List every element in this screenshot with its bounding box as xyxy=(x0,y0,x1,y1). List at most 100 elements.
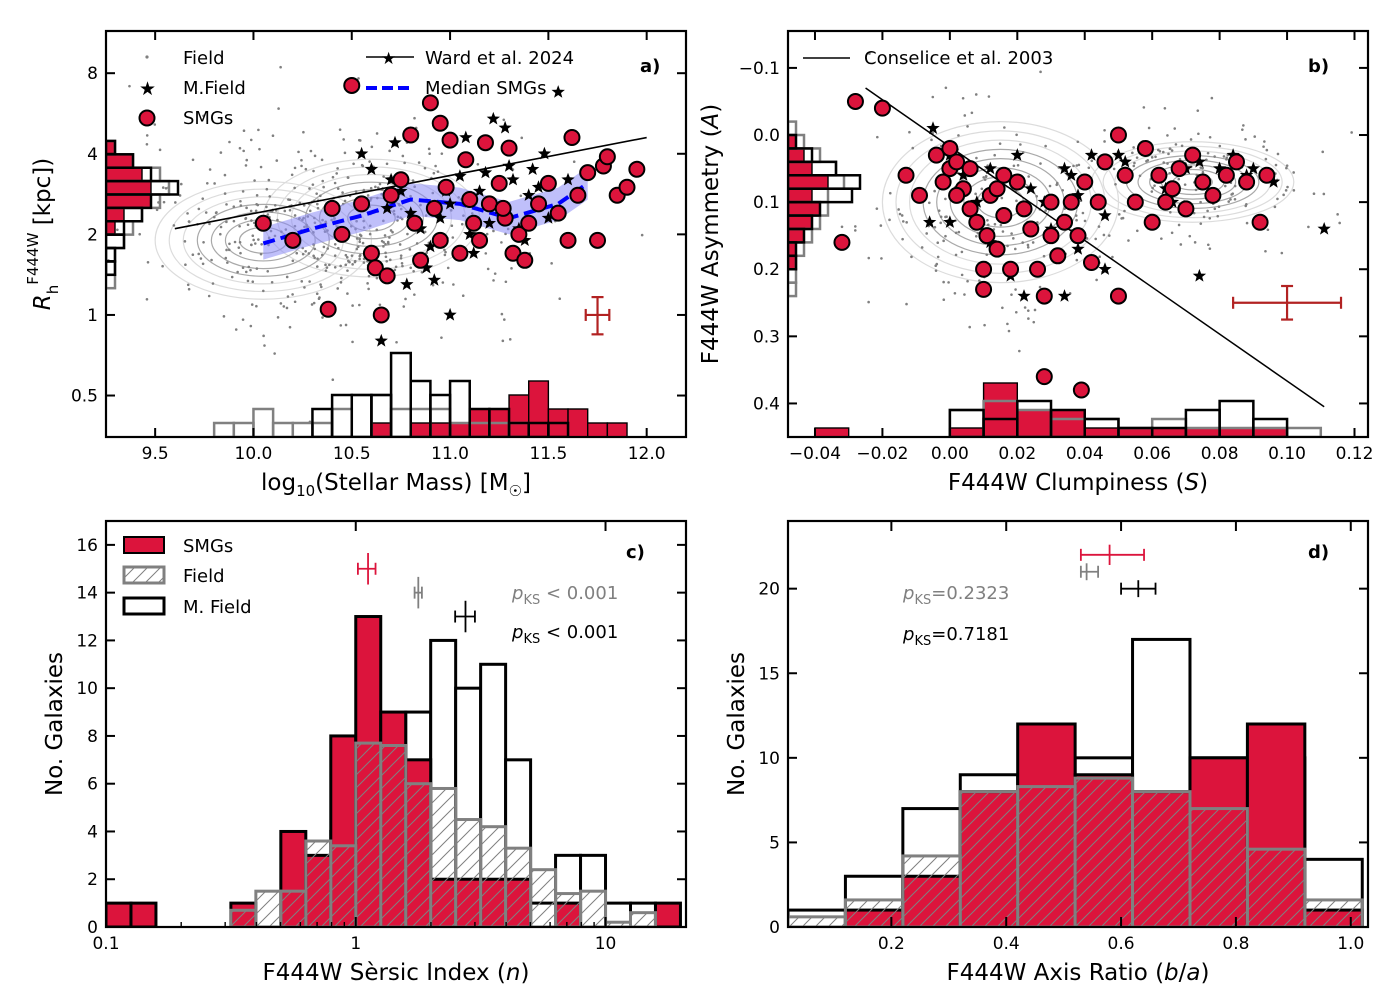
legend-mfield-swatch xyxy=(122,596,166,616)
field-point xyxy=(208,222,211,226)
field-point xyxy=(1166,134,1169,137)
field-point xyxy=(1223,184,1227,188)
mfield-point xyxy=(380,201,394,215)
field-point xyxy=(476,162,480,166)
field-point xyxy=(1216,214,1220,218)
field-point xyxy=(1276,152,1280,156)
field-point xyxy=(854,225,857,228)
field-point xyxy=(211,282,215,285)
field-point xyxy=(290,173,294,177)
field-point xyxy=(313,256,316,260)
field-point xyxy=(999,223,1003,227)
smg-point xyxy=(353,195,371,213)
field-point xyxy=(1075,218,1078,222)
size-hist-smg xyxy=(106,193,152,209)
field-point xyxy=(187,287,191,291)
field-point xyxy=(308,187,311,190)
field-point xyxy=(1199,222,1203,225)
mfield-point xyxy=(423,239,438,253)
field-point xyxy=(253,242,257,245)
field-point xyxy=(279,65,282,69)
mfield-point xyxy=(1071,242,1085,255)
field-point xyxy=(403,161,406,165)
y-tick-label: 0.4 xyxy=(753,394,780,414)
panel-d-histograms xyxy=(788,637,1364,927)
field-point xyxy=(985,253,989,256)
asym-hist-smg xyxy=(788,214,813,230)
panel-d-xlabel: F444W Axis Ratio (b/a) xyxy=(947,960,1210,986)
field-point xyxy=(312,169,315,173)
field-point xyxy=(1276,197,1279,201)
field-point xyxy=(1213,207,1217,211)
field-point xyxy=(413,116,416,120)
field-point xyxy=(1202,215,1206,219)
sersic-bar-field xyxy=(554,892,583,927)
field-point xyxy=(316,202,319,206)
size-hist-field xyxy=(106,246,117,263)
mfield-point xyxy=(1213,161,1227,175)
ward-line xyxy=(174,136,647,230)
field-point xyxy=(358,238,361,241)
field-point xyxy=(128,84,131,88)
field-point xyxy=(361,241,365,245)
y-tick-label: 10 xyxy=(76,679,98,699)
field-point xyxy=(960,250,964,254)
field-point xyxy=(212,215,216,219)
field-point xyxy=(492,229,495,233)
field-point xyxy=(1127,239,1130,242)
field-point xyxy=(1145,159,1148,163)
field-point xyxy=(510,267,513,270)
field-point xyxy=(268,195,272,198)
clump-hist-smg xyxy=(1117,427,1153,437)
field-point xyxy=(145,297,149,301)
field-point xyxy=(1196,109,1200,112)
field-point xyxy=(222,315,226,318)
smg-point xyxy=(366,259,384,277)
field-point xyxy=(957,134,960,137)
mfield-point xyxy=(531,180,546,193)
smg-point xyxy=(995,166,1013,184)
field-point xyxy=(1285,166,1288,170)
field-point xyxy=(384,251,387,255)
sersic-bar-field xyxy=(304,839,333,927)
panel-c-errorbars xyxy=(357,553,476,633)
field-point xyxy=(382,245,385,248)
field-point xyxy=(983,178,987,181)
field-point xyxy=(336,167,339,170)
field-point xyxy=(963,293,966,296)
field-point xyxy=(1102,233,1106,237)
field-point xyxy=(867,256,871,260)
smg-point xyxy=(1143,213,1161,231)
field-point xyxy=(1206,209,1209,213)
field-point xyxy=(1167,152,1170,156)
field-point xyxy=(408,248,412,251)
field-point xyxy=(369,186,373,190)
smg-point xyxy=(1238,173,1256,191)
field-point xyxy=(355,237,359,240)
field-point xyxy=(388,258,392,262)
panel-c-legend: SMGs Field M. Field xyxy=(122,536,252,618)
smg-point xyxy=(1056,213,1074,231)
axis-ratio-bar-field xyxy=(1073,776,1135,927)
smg-point xyxy=(1062,193,1080,211)
y-tick-label: 16 xyxy=(76,536,98,556)
field-point xyxy=(853,229,857,232)
x-tick-label: 0.2 xyxy=(878,934,905,954)
field-point xyxy=(1006,322,1009,326)
field-point xyxy=(409,266,413,270)
field-point xyxy=(443,253,447,257)
smg-point xyxy=(1251,213,1269,231)
panel-c-ylabel: No. Galaxies xyxy=(42,652,68,796)
panel-a-ylabel: RhF444W [kpc]) xyxy=(24,158,62,310)
smg-point xyxy=(431,114,449,132)
field-point xyxy=(201,197,205,200)
field-point xyxy=(322,245,326,249)
field-point xyxy=(440,336,443,339)
field-point xyxy=(259,165,263,169)
field-point xyxy=(237,246,241,249)
field-point xyxy=(302,204,306,207)
smg-point xyxy=(569,186,587,204)
x-tick-label: 0.12 xyxy=(1336,444,1374,464)
field-point xyxy=(1103,140,1106,143)
legend-c-field-label: Field xyxy=(183,566,225,587)
